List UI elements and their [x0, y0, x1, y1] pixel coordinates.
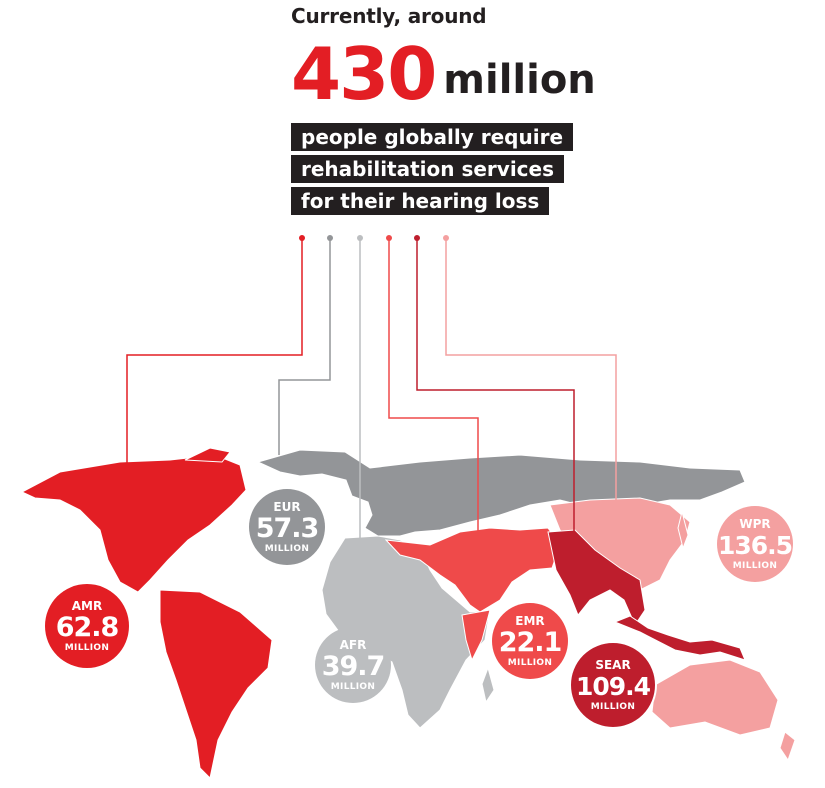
region-code-label: WPR [739, 516, 771, 531]
total-unit: million [443, 57, 596, 103]
connector-dot-sear [414, 235, 420, 241]
region-bubble-emr: EMR 22.1 MILLION [492, 603, 568, 679]
region-code-label: EMR [515, 613, 545, 628]
region-code-label: SEAR [595, 657, 631, 672]
region-bubble-sear: SEAR 109.4 MILLION [569, 641, 657, 729]
region-unit-label: MILLION [264, 543, 310, 554]
region-unit-label: MILLION [590, 701, 636, 712]
region-value-label: 136.5 [717, 530, 793, 560]
connector-dot-amr [299, 235, 305, 241]
connector-line-wpr [445, 238, 617, 505]
connector-line-amr [126, 238, 303, 465]
region-shape-sear [547, 529, 646, 627]
headline-line-3: for their hearing loss [291, 187, 550, 215]
region-value-label: 22.1 [498, 626, 563, 658]
region-shape-emr [461, 609, 491, 662]
region-shape-amr [184, 447, 231, 463]
connector-dot-eur [327, 235, 333, 241]
region-unit-label: MILLION [732, 560, 778, 571]
region-bubble-afr: AFR 39.7 MILLION [315, 627, 391, 703]
region-bubble-eur: EUR 57.3 MILLION [249, 489, 325, 565]
region-shape-wpr [651, 659, 779, 736]
region-shape-sear [613, 615, 746, 661]
region-shape-emr [384, 527, 561, 613]
region-bubble-wpr: WPR 136.5 MILLION [717, 506, 793, 582]
region-value-label: 62.8 [55, 611, 120, 643]
region-shape-wpr [677, 511, 689, 550]
region-value-label: 57.3 [255, 512, 320, 544]
connector-line-emr [388, 238, 479, 540]
connector-line-sear [416, 238, 575, 540]
connector-dot-emr [386, 235, 392, 241]
headline-line-2: rehabilitation services [291, 155, 565, 183]
region-value-label: 39.7 [321, 650, 386, 682]
headline-line-1: people globally require [291, 123, 574, 151]
connector-line-eur [278, 238, 331, 455]
region-value-label: 109.4 [575, 671, 651, 701]
region-shape-afr [481, 666, 495, 704]
region-bubble-amr: AMR 62.8 MILLION [45, 584, 129, 668]
connector-dot-wpr [443, 235, 449, 241]
region-shape-wpr [779, 731, 796, 762]
headline-intro: Currently, around [291, 4, 487, 28]
region-unit-label: MILLION [64, 642, 110, 653]
connector-lines [126, 235, 617, 540]
region-unit-label: MILLION [330, 681, 376, 692]
region-code-label: AMR [71, 598, 103, 613]
world-map [20, 447, 796, 780]
region-code-label: AFR [339, 637, 367, 652]
total-number: 430 [291, 32, 437, 116]
connector-dot-afr [357, 235, 363, 241]
headline-total: 430 million [291, 34, 596, 114]
region-shape-amr [159, 589, 273, 780]
region-code-label: EUR [273, 499, 301, 514]
region-unit-label: MILLION [507, 657, 553, 668]
region-shape-amr [20, 454, 247, 593]
